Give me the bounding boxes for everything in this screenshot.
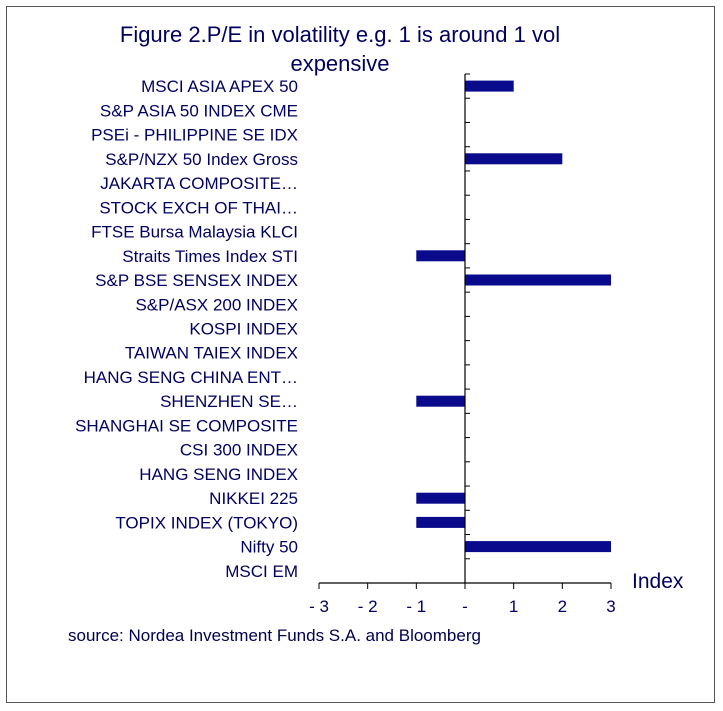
- category-label-7: Straits Times Index STI: [122, 247, 298, 266]
- x-tick-label-2: - 1: [406, 597, 426, 616]
- category-label-11: TAIWAN TAIEX INDEX: [125, 344, 298, 363]
- bar-18: [416, 516, 465, 528]
- category-label-19: Nifty 50: [240, 538, 298, 557]
- bar-3: [465, 153, 563, 165]
- bar-8: [465, 274, 611, 286]
- category-label-15: CSI 300 INDEX: [180, 441, 298, 460]
- category-label-0: MSCI ASIA APEX 50: [141, 77, 298, 96]
- category-label-14: SHANGHAI SE COMPOSITE: [75, 417, 298, 436]
- category-label-16: HANG SENG INDEX: [139, 465, 298, 484]
- category-label-6: FTSE Bursa Malaysia KLCI: [91, 223, 298, 242]
- x-tick-label-5: 2: [558, 597, 567, 616]
- category-label-8: S&P BSE SENSEX INDEX: [95, 271, 298, 290]
- category-label-5: STOCK EXCH OF THAI…: [99, 198, 298, 217]
- category-label-1: S&P ASIA 50 INDEX CME: [100, 101, 298, 120]
- tick-labels-group: - 3 - 2 - 1 - 1 2 3: [309, 597, 616, 616]
- chart-title-line2: expensive: [290, 51, 390, 76]
- chart-frame: [6, 6, 715, 703]
- category-label-4: JAKARTA COMPOSITE…: [100, 174, 298, 193]
- x-tick-label-4: 1: [509, 597, 518, 616]
- x-tick-label-6: 3: [606, 597, 615, 616]
- category-label-20: MSCI EM: [225, 562, 298, 581]
- category-label-3: S&P/NZX 50 Index Gross: [105, 150, 298, 169]
- category-label-17: NIKKEI 225: [209, 489, 298, 508]
- x-tick-label-0: - 3: [309, 597, 329, 616]
- axes-group: [318, 73, 612, 589]
- category-label-10: KOSPI INDEX: [189, 320, 298, 339]
- x-tick-label-1: - 2: [358, 597, 378, 616]
- bar-19: [465, 541, 611, 553]
- source-note: source: Nordea Investment Funds S.A. and…: [68, 626, 481, 645]
- category-label-13: SHENZHEN SE…: [160, 392, 298, 411]
- bar-0: [465, 80, 514, 92]
- x-axis-label: Index: [632, 570, 684, 593]
- category-labels-group: MSCI ASIA APEX 50 S&P ASIA 50 INDEX CME PS…: [75, 77, 298, 581]
- category-label-12: HANG SENG CHINA ENT…: [84, 368, 298, 387]
- bar-7: [416, 250, 465, 262]
- category-label-9: S&P/ASX 200 INDEX: [135, 295, 298, 314]
- x-tick-label-3: -: [462, 597, 468, 616]
- bar-13: [416, 395, 465, 407]
- category-label-18: TOPIX INDEX (TOKYO): [115, 513, 298, 532]
- category-label-2: PSEi - PHILIPPINE SE IDX: [91, 126, 298, 145]
- bar-17: [416, 492, 465, 504]
- chart-title-line1: Figure 2.P/E in volatility e.g. 1 is aro…: [119, 22, 561, 47]
- bars-group: [416, 80, 611, 553]
